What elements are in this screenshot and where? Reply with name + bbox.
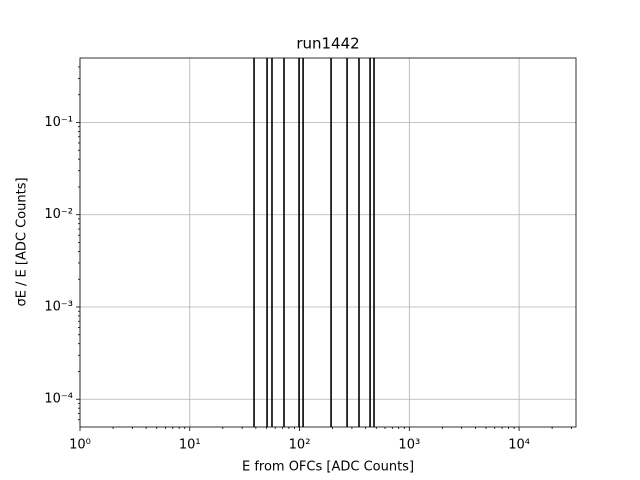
y-tick-label: 10⁻³: [44, 299, 73, 314]
x-tick-label: 10⁴: [508, 438, 530, 453]
x-axis-label: E from OFCs [ADC Counts]: [242, 460, 414, 475]
plot-frame: [79, 57, 577, 428]
x-tick-label: 10²: [289, 438, 311, 453]
x-tick-label: 10³: [398, 438, 420, 453]
chart-title: run1442: [296, 35, 359, 53]
y-axis-label: σE / E [ADC Counts]: [15, 177, 30, 306]
y-tick-label: 10⁻²: [44, 207, 73, 222]
y-tick-label: 10⁻⁴: [44, 392, 73, 407]
x-tick-label: 10⁰: [69, 438, 91, 453]
y-tick-label: 10⁻¹: [44, 115, 73, 130]
x-tick-label: 10¹: [179, 438, 201, 453]
